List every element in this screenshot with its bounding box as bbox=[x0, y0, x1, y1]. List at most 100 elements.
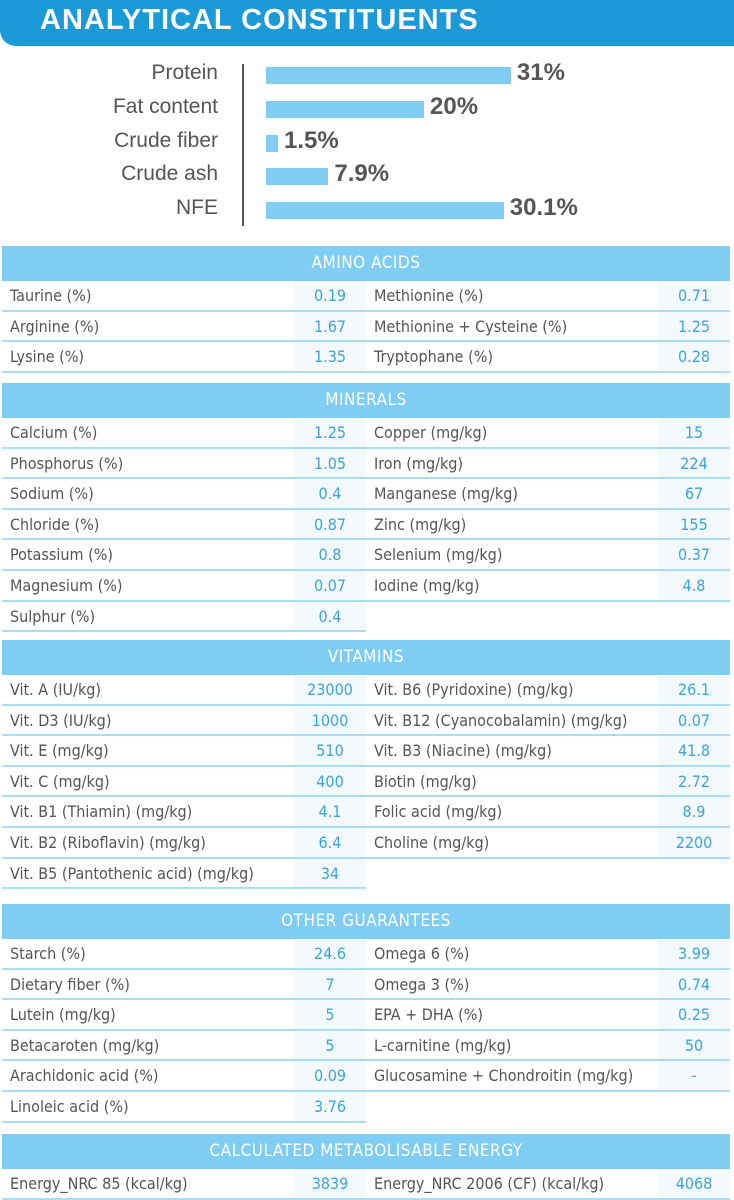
bar-label: Protein bbox=[151, 61, 218, 84]
nutrient-label: Vit. B6 (Pyridoxine) (mg/kg) bbox=[374, 680, 574, 699]
nutrient-label: Arachidonic acid (%) bbox=[10, 1066, 159, 1086]
nutrient-cell: L-carnitine (mg/kg) 50 bbox=[366, 1030, 730, 1062]
nutrient-cell: Vit. E (mg/kg) 510 bbox=[2, 736, 366, 767]
bar bbox=[266, 168, 329, 186]
nutrient-value: 0.71 bbox=[658, 281, 730, 310]
nutrient-label: Taurine (%) bbox=[10, 286, 92, 305]
table-row: Vit. C (mg/kg) 400 Biotin (mg/kg) 2.72 bbox=[2, 766, 730, 798]
nutrient-value: 510 bbox=[294, 736, 366, 765]
section-other-guarantees: OTHER GUARANTEES Starch (%) 24.6 Omega 6 (%… bbox=[2, 904, 730, 1123]
nutrient-label: Copper (mg/kg) bbox=[374, 423, 488, 442]
nutrient-cell: Methionine + Cysteine (%) 1.25 bbox=[366, 311, 730, 343]
nutrient-value: 0.87 bbox=[294, 509, 366, 539]
nutrient-label: Omega 3 (%) bbox=[374, 974, 470, 994]
nutrient-cell: Sodium (%) 0.4 bbox=[2, 479, 366, 510]
constituents-chart: Protein 31% Fat content 20% Crude fiber 1.5% C… bbox=[0, 59, 734, 230]
table-row: Vit. A (IU/kg) 23000 Vit. B6 (Pyridoxine) … bbox=[2, 675, 730, 706]
nutrient-label: Methionine (%) bbox=[374, 286, 484, 305]
nutrient-cell: Starch (%) 24.6 bbox=[2, 939, 366, 970]
table-row: Arachidonic acid (%) 0.09 Glucosamine + Ch… bbox=[2, 1061, 730, 1092]
nutrient-value: 400 bbox=[294, 766, 366, 796]
nutrient-cell: Selenium (mg/kg) 0.37 bbox=[366, 540, 730, 571]
nutrient-cell bbox=[366, 859, 730, 890]
nutrient-label: Calcium (%) bbox=[10, 423, 98, 442]
nutrient-value: 8.9 bbox=[658, 797, 730, 826]
nutrient-value: 3.76 bbox=[294, 1091, 366, 1121]
bar-value-label: 20% bbox=[430, 92, 479, 120]
nutrient-label: Tryptophane (%) bbox=[374, 347, 494, 367]
nutrient-value: 0.09 bbox=[294, 1061, 366, 1090]
nutrient-value: 1.05 bbox=[294, 448, 366, 478]
table-row: Energy_NRC 85 (kcal/kg) 3839 Energy_NRC 20… bbox=[2, 1169, 730, 1200]
nutrient-value: 26.1 bbox=[658, 675, 730, 704]
nutrient-cell: Lysine (%) 1.35 bbox=[2, 342, 366, 373]
nutrient-label: Vit. D3 (IU/kg) bbox=[10, 710, 112, 730]
nutrient-value: 1.35 bbox=[294, 342, 366, 371]
table-row: Sulphur (%) 0.4 bbox=[2, 601, 730, 633]
nutrient-label: Lysine (%) bbox=[10, 347, 85, 367]
nutrient-cell: Potassium (%) 0.8 bbox=[2, 540, 366, 571]
nutrient-cell: Linoleic acid (%) 3.76 bbox=[2, 1091, 366, 1123]
nutrient-cell: Vit. B1 (Thiamin) (mg/kg) 4.1 bbox=[2, 797, 366, 828]
nutrient-cell bbox=[366, 1092, 730, 1123]
nutrient-value: 5 bbox=[294, 1000, 366, 1029]
bar bbox=[266, 100, 424, 118]
nutrient-value: 50 bbox=[658, 1030, 730, 1060]
chart-axis bbox=[242, 64, 244, 226]
nutrient-cell: Iodine (mg/kg) 4.8 bbox=[366, 570, 730, 602]
nutrient-value: 0.74 bbox=[658, 969, 730, 999]
bar-label: Crude fiber bbox=[114, 128, 218, 152]
page-title: ANALYTICAL CONSTITUENTS bbox=[40, 4, 479, 36]
table-row: Starch (%) 24.6 Omega 6 (%) 3.99 bbox=[2, 939, 730, 970]
nutrient-value: 0.4 bbox=[294, 601, 366, 631]
nutrient-label: Vit. A (IU/kg) bbox=[10, 680, 102, 699]
nutrient-cell bbox=[366, 602, 730, 633]
nutrient-value: 1000 bbox=[294, 705, 366, 735]
nutrient-value: 1.25 bbox=[294, 418, 366, 447]
table-row: Vit. B1 (Thiamin) (mg/kg) 4.1 Folic acid (… bbox=[2, 797, 730, 828]
section-header: AMINO ACIDS bbox=[2, 246, 730, 281]
nutrient-label: Magnesium (%) bbox=[10, 575, 123, 595]
nutrient-label: Iron (mg/kg) bbox=[374, 453, 464, 473]
nutrient-label: Methionine + Cysteine (%) bbox=[374, 316, 568, 336]
nutrient-label: EPA + DHA (%) bbox=[374, 1005, 484, 1025]
nutrient-value: 0.37 bbox=[658, 540, 730, 569]
bar-value-label: 1.5% bbox=[284, 126, 339, 154]
nutrient-value: 23000 bbox=[294, 675, 366, 704]
nutrient-label: Vit. B5 (Pantothenic acid) (mg/kg) bbox=[10, 863, 254, 883]
nutrient-cell: Glucosamine + Chondroitin (mg/kg) - bbox=[366, 1061, 730, 1092]
nutrient-value: 0.07 bbox=[658, 705, 730, 735]
nutrient-label: L-carnitine (mg/kg) bbox=[374, 1035, 512, 1055]
section-header: CALCULATED METABOLISABLE ENERGY bbox=[2, 1134, 730, 1169]
nutrient-value: 1.25 bbox=[658, 311, 730, 341]
nutrient-cell: Energy_NRC 85 (kcal/kg) 3839 bbox=[2, 1169, 366, 1200]
nutrient-label: Omega 6 (%) bbox=[374, 944, 470, 963]
nutrient-cell: Vit. B12 (Cyanocobalamin) (mg/kg) 0.07 bbox=[366, 705, 730, 737]
nutrient-value: 1.67 bbox=[294, 311, 366, 341]
nutrient-value: 4068 bbox=[658, 1169, 730, 1198]
nutrient-label: Energy_NRC 2006 (CF) (kcal/kg) bbox=[374, 1174, 605, 1193]
table-row: Vit. B5 (Pantothenic acid) (mg/kg) 34 bbox=[2, 858, 730, 890]
nutrient-cell: Betacaroten (mg/kg) 5 bbox=[2, 1030, 366, 1062]
nutrient-value: 0.19 bbox=[294, 281, 366, 310]
nutrient-label: Vit. C (mg/kg) bbox=[10, 771, 110, 791]
nutrient-cell: Copper (mg/kg) 15 bbox=[366, 418, 730, 449]
nutrient-cell: Vit. D3 (IU/kg) 1000 bbox=[2, 705, 366, 737]
section-minerals: MINERALS Calcium (%) 1.25 Copper (mg/kg) 15 P… bbox=[2, 383, 730, 633]
nutrient-cell: Taurine (%) 0.19 bbox=[2, 281, 366, 312]
nutrient-cell: EPA + DHA (%) 0.25 bbox=[366, 1000, 730, 1031]
nutrient-cell: Vit. B6 (Pyridoxine) (mg/kg) 26.1 bbox=[366, 675, 730, 706]
table-row: Sodium (%) 0.4 Manganese (mg/kg) 67 bbox=[2, 479, 730, 510]
nutrient-cell: Lutein (mg/kg) 5 bbox=[2, 1000, 366, 1031]
nutrient-value: 3.99 bbox=[658, 939, 730, 968]
table-row: Dietary fiber (%) 7 Omega 3 (%) 0.74 bbox=[2, 969, 730, 1001]
nutrient-value: - bbox=[658, 1061, 730, 1090]
table-row: Magnesium (%) 0.07 Iodine (mg/kg) 4.8 bbox=[2, 570, 730, 602]
bar-value-label: 7.9% bbox=[334, 160, 390, 188]
nutrient-cell: Choline (mg/kg) 2200 bbox=[366, 827, 730, 859]
nutrient-value: 0.28 bbox=[658, 342, 730, 371]
table-row: Linoleic acid (%) 3.76 bbox=[2, 1091, 730, 1123]
nutrient-label: Vit. B1 (Thiamin) (mg/kg) bbox=[10, 802, 193, 822]
nutrient-label: Dietary fiber (%) bbox=[10, 974, 130, 994]
nutrient-cell: Vit. C (mg/kg) 400 bbox=[2, 766, 366, 798]
